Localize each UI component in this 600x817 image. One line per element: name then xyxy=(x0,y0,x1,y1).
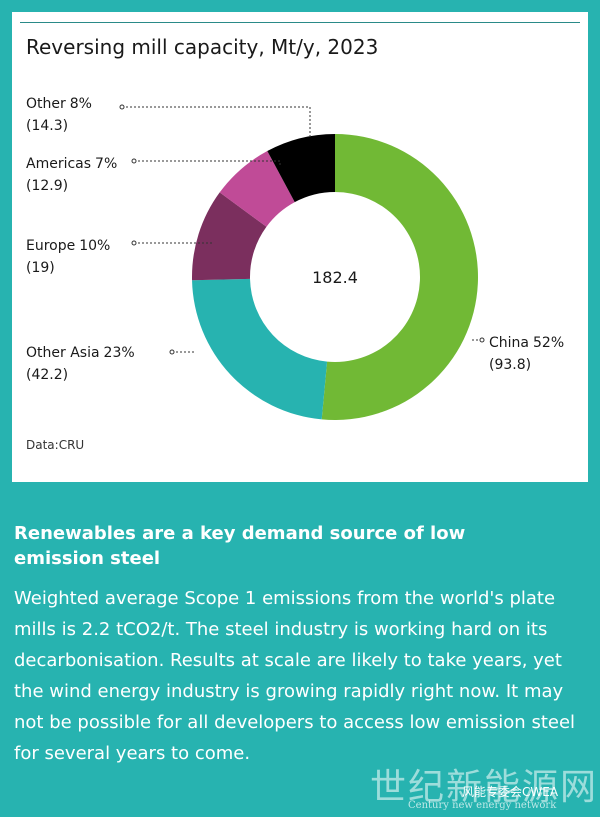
leader-line-4 xyxy=(122,106,311,137)
slice-other xyxy=(267,134,335,203)
slice-other-asia xyxy=(192,278,328,420)
leader-dot-4 xyxy=(119,104,125,110)
chart-source: Data:CRU xyxy=(26,438,85,452)
label-europe-name: Europe xyxy=(26,238,76,254)
label-china: China 52% (93.8) xyxy=(489,332,564,376)
donut-chart: 182.4 xyxy=(119,104,485,421)
chart-title: Reversing mill capacity, Mt/y, 2023 xyxy=(26,35,379,59)
label-americas-value: (12.9) xyxy=(26,178,69,194)
label-other-asia: Other Asia 23% (42.2) xyxy=(26,342,135,386)
label-other: Other 8% (14.3) xyxy=(26,93,92,137)
label-americas: Americas 7% (12.9) xyxy=(26,153,117,197)
label-other-name: Other xyxy=(26,96,66,112)
leader-dot-2 xyxy=(131,240,137,246)
label-americas-percent: 7% xyxy=(95,156,118,172)
label-other-asia-name: Other Asia xyxy=(26,345,100,361)
slice-europe xyxy=(192,192,267,281)
label-other-percent: 8% xyxy=(69,96,92,112)
leader-line-3 xyxy=(134,160,281,167)
slice-china xyxy=(321,134,478,421)
chart-card: Reversing mill capacity, Mt/y, 2023 182.… xyxy=(12,12,588,482)
article-headline: Renewables are a key demand source of lo… xyxy=(14,523,466,569)
leader-dot-1 xyxy=(169,349,175,355)
label-other-asia-value: (42.2) xyxy=(26,367,69,383)
label-europe: Europe 10% (19) xyxy=(26,235,110,279)
leader-dot-0 xyxy=(479,337,485,343)
label-other-asia-percent: 23% xyxy=(103,345,135,361)
donut-total-label: 182.4 xyxy=(312,268,358,287)
watermark-logo: 世纪新能源网 xyxy=(370,767,599,808)
label-china-value: (93.8) xyxy=(489,357,532,373)
leader-dot-3 xyxy=(131,158,137,164)
label-china-name: China xyxy=(489,335,529,351)
label-europe-percent: 10% xyxy=(79,238,111,254)
watermark-subtitle: Century new energy network xyxy=(408,800,557,811)
watermark-tag: 风能专委会CWEA xyxy=(462,785,559,799)
article-body: Weighted average Scope 1 emissions from … xyxy=(14,588,576,764)
slice-americas xyxy=(219,151,295,227)
label-americas-name: Americas xyxy=(26,156,92,172)
top-rule xyxy=(20,22,580,23)
label-china-percent: 52% xyxy=(533,335,565,351)
label-other-value: (14.3) xyxy=(26,118,69,134)
label-europe-value: (19) xyxy=(26,260,55,276)
